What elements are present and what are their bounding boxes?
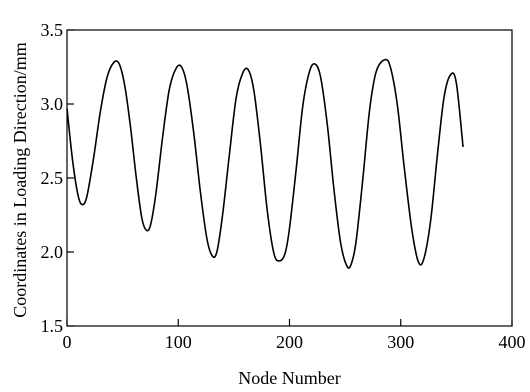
series-line	[66, 58, 464, 269]
x-tick-label: 0	[63, 332, 72, 352]
x-axis-label: Node Number	[238, 368, 340, 388]
y-tick-label: 2.5	[41, 168, 64, 188]
y-tick-label: 3.5	[41, 20, 64, 40]
x-tick-label: 300	[387, 332, 414, 352]
x-axis-ticks: 0 100 200 300 400	[63, 319, 526, 352]
x-tick-label: 400	[499, 332, 526, 352]
y-tick-label: 1.5	[41, 316, 64, 336]
plot-frame	[66, 29, 513, 327]
y-tick-label: 3.0	[41, 94, 64, 114]
y-tick-label: 2.0	[41, 242, 64, 262]
x-tick-label: 100	[165, 332, 192, 352]
y-axis-ticks: 1.5 2.0 2.5 3.0 3.5	[41, 20, 74, 336]
x-tick-label: 200	[276, 332, 303, 352]
y-axis-label: Coordinates in Loading Direction/mm	[10, 42, 30, 317]
